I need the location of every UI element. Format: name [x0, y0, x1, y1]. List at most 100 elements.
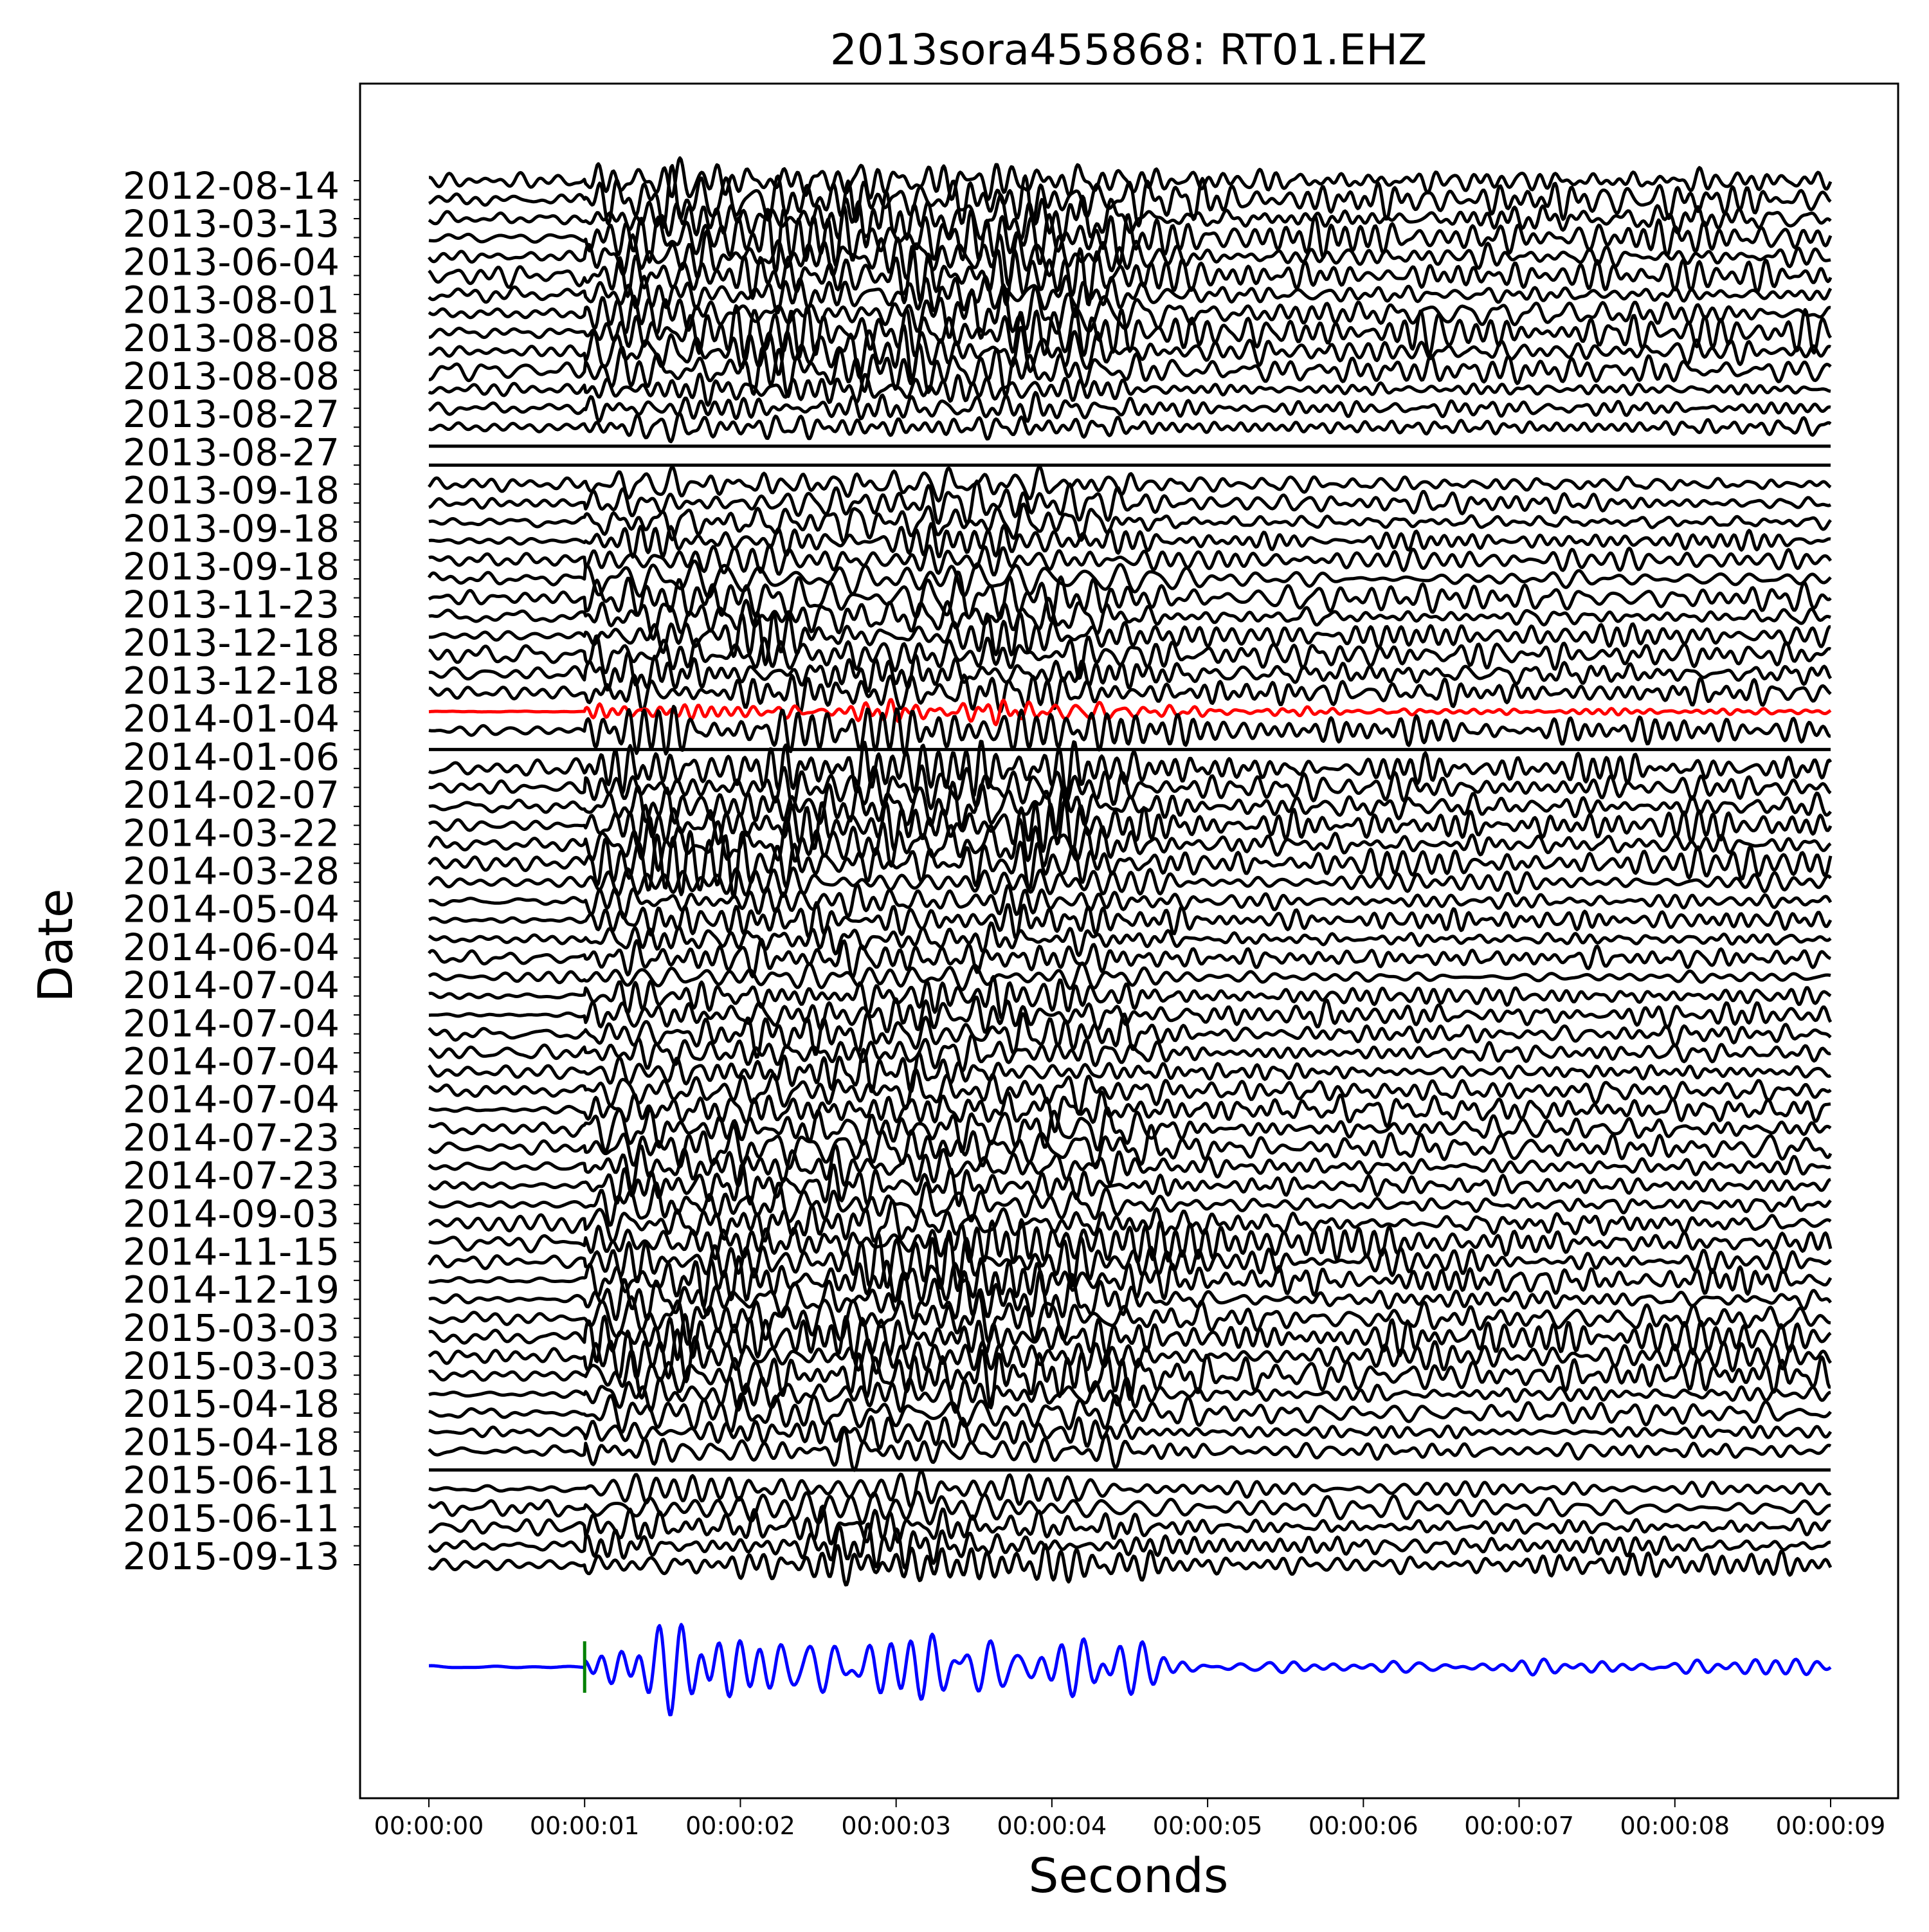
waveform-trace: [428, 673, 1832, 715]
waveform-trace: [428, 343, 1832, 398]
waveform-trace: [428, 1349, 1831, 1410]
y-tick-label: 2014-02-07: [123, 773, 340, 817]
waveform-traces: [427, 156, 1833, 1587]
x-tick-label: 00:00:00: [374, 1812, 484, 1840]
waveform-trace: [428, 190, 1832, 249]
x-tick-label: 00:00:06: [1309, 1812, 1418, 1840]
waveform-trace: [428, 304, 1833, 362]
waveform-trace: [428, 1048, 1832, 1094]
waveform-trace: [428, 1218, 1833, 1264]
waveform-trace: [428, 1522, 1831, 1570]
y-tick-label: 2013-06-04: [123, 240, 340, 284]
waveform-trace: [428, 1181, 1832, 1227]
waveform-trace: [428, 1255, 1833, 1308]
x-tick-label: 00:00:07: [1464, 1812, 1574, 1840]
waveform-trace: [428, 465, 1832, 503]
waveform-trace: [428, 996, 1833, 1034]
waveform-trace: [428, 634, 1832, 680]
waveform-trace: [428, 1144, 1832, 1191]
y-tick-label: 2014-01-06: [123, 735, 340, 779]
waveform-trace: [428, 830, 1833, 899]
waveform-trace: [428, 901, 1833, 940]
y-tick-label: 2013-08-27: [123, 430, 340, 474]
waveform-trace: [428, 372, 1831, 407]
y-tick-label: 2015-03-03: [123, 1306, 340, 1350]
y-tick-label: 2014-07-04: [123, 963, 340, 1007]
waveform-trace: [428, 244, 1833, 307]
y-tick-label: 2013-08-08: [123, 354, 340, 398]
x-tick-label: 00:00:03: [841, 1812, 951, 1840]
waveform-trace: [428, 1106, 1832, 1153]
waveform-trace: [428, 610, 1831, 666]
waveform-trace: [428, 921, 1832, 958]
chart-title: 2013sora455868: RT01.EHZ: [830, 25, 1427, 75]
waveform-trace: [428, 502, 1832, 543]
y-tick-label: 2014-03-28: [123, 850, 340, 893]
y-tick-label: 2014-01-04: [123, 697, 340, 741]
y-tick-label: 2015-04-18: [123, 1420, 340, 1464]
waveform-trace: [428, 1162, 1831, 1208]
waveform-trace: [428, 1427, 1832, 1472]
waveform-trace: [428, 780, 1832, 836]
plot-area-frame: [359, 82, 1899, 1800]
highlighted-trace: [428, 698, 1832, 727]
waveform-trace: [428, 1543, 1833, 1587]
y-tick-label: 2013-09-18: [123, 507, 340, 551]
waveform-trace: [428, 740, 1833, 797]
waveform-trace: [428, 522, 1831, 559]
waveform-trace: [428, 1415, 1833, 1450]
y-tick-label: 2014-07-04: [123, 1001, 340, 1045]
y-tick-label: 2012-08-14: [123, 164, 340, 208]
waveform-trace: [428, 1090, 1831, 1133]
waveform-trace: [428, 704, 1831, 756]
waveform-trace: [428, 651, 1833, 693]
y-tick-label: 2013-09-18: [123, 469, 340, 513]
y-tick-label: 2013-11-23: [123, 583, 340, 626]
y-tick-label: 2015-04-18: [123, 1382, 340, 1426]
waveform-trace: [428, 275, 1833, 318]
y-tick-label: 2014-07-23: [123, 1154, 340, 1198]
y-tick-label: 2014-12-19: [123, 1268, 340, 1312]
y-tick-label: 2014-07-04: [123, 1039, 340, 1083]
waveform-trace: [428, 866, 1832, 898]
waveform-trace: [427, 815, 1832, 872]
y-tick-label: 2013-08-01: [123, 278, 340, 322]
waveform-trace: [428, 1504, 1832, 1545]
waveform-trace: [428, 1199, 1832, 1244]
waveform-trace: [427, 560, 1832, 599]
y-ticks: 2012-08-142013-03-132013-06-042013-08-01…: [123, 164, 360, 1578]
y-tick-label: 2015-03-03: [123, 1344, 340, 1388]
waveform-trace: [428, 412, 1832, 444]
stack-waveform-group: [428, 1623, 1832, 1717]
y-tick-label: 2014-03-22: [123, 811, 340, 855]
waveform-trace: [428, 1012, 1832, 1059]
waveform-trace: [428, 975, 1832, 1019]
waveform-trace: [428, 798, 1833, 855]
y-tick-label: 2013-03-13: [123, 202, 340, 246]
y-axis-label: Date: [28, 889, 84, 1003]
x-tick-label: 00:00:08: [1620, 1812, 1730, 1840]
waveform-trace: [428, 1270, 1833, 1322]
waveform-trace: [428, 882, 1833, 920]
waveform-trace: [428, 938, 1831, 979]
waveform-trace: [428, 961, 1831, 992]
waveform-trace: [428, 1469, 1832, 1509]
x-tick-label: 00:00:01: [530, 1812, 640, 1840]
waveform-trace: [428, 1068, 1832, 1116]
waveform-trace: [428, 1392, 1832, 1434]
waveform-trace: [427, 1230, 1832, 1292]
y-tick-label: 2014-07-04: [123, 1078, 340, 1122]
waveform-trace: [428, 1291, 1831, 1346]
y-tick-label: 2014-11-15: [123, 1230, 340, 1273]
waveform-trace: [428, 1376, 1831, 1414]
x-ticks: 00:00:00 00:00:01 00:00:02 00:00:03 00:00:04…: [374, 1798, 1885, 1840]
waveform-trace: [428, 283, 1831, 340]
y-tick-label: 2014-06-04: [123, 925, 340, 969]
y-tick-label: 2013-08-27: [123, 392, 340, 436]
y-tick-label: 2013-09-18: [123, 545, 340, 588]
waveform-trace: [428, 596, 1831, 641]
waveform-trace: [428, 570, 1832, 623]
x-tick-label: 00:00:04: [997, 1812, 1107, 1840]
waveform-trace: [428, 1328, 1833, 1383]
